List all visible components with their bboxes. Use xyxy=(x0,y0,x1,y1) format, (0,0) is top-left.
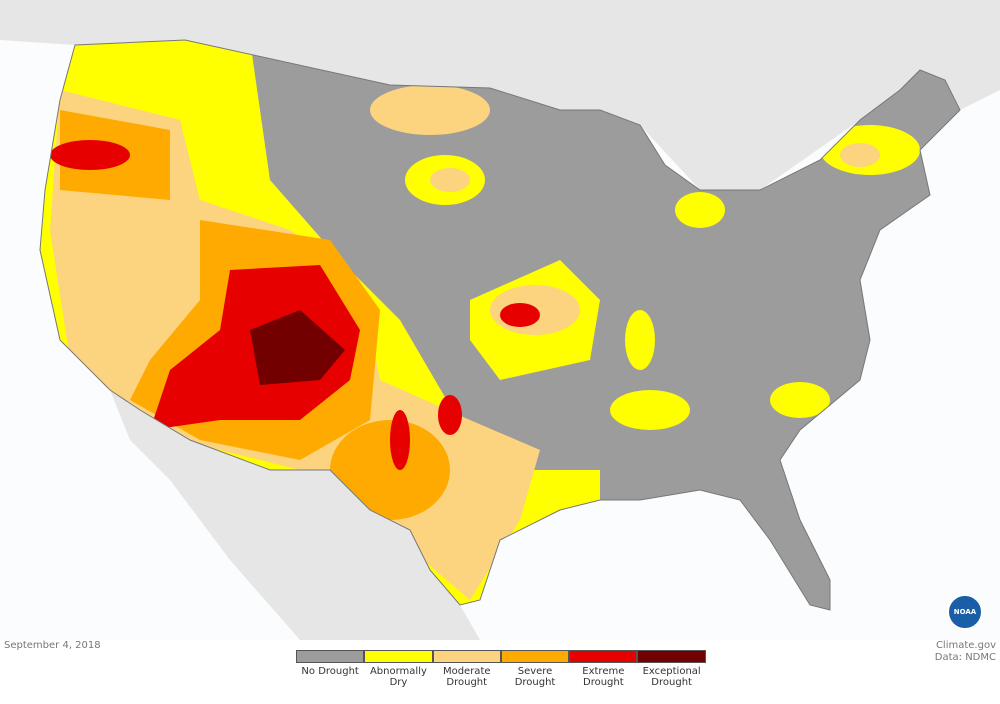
legend: No Drought Abnormally Dry Moderate Drought… xyxy=(296,650,706,688)
legend-item: No Drought xyxy=(296,650,365,688)
legend-label: Extreme Drought xyxy=(582,666,625,688)
legend-swatch xyxy=(296,650,365,663)
credit-data: Data: NDMC xyxy=(934,652,996,663)
date: September 4, 2018 xyxy=(4,640,101,651)
logo xyxy=(947,594,983,630)
legend-swatch xyxy=(569,650,638,663)
canada xyxy=(0,0,1000,190)
legend-label: No Drought xyxy=(301,666,359,677)
legend-swatch xyxy=(500,650,570,663)
credit-source: Climate.gov xyxy=(935,640,996,651)
legend-label: Moderate Drought xyxy=(442,666,491,688)
legend-item: Moderate Drought xyxy=(432,650,501,688)
legend-label: Severe Drought xyxy=(514,666,556,688)
logo-text: NOAA xyxy=(954,608,977,616)
mexico xyxy=(110,390,480,640)
legend-swatch xyxy=(364,650,433,663)
legend-item: Severe Drought xyxy=(500,650,570,688)
legend-swatch xyxy=(637,650,706,663)
legend-label: Exceptional Drought xyxy=(642,666,701,688)
drought-areas xyxy=(40,40,960,610)
legend-item: Extreme Drought xyxy=(569,650,638,688)
legend-label: Abnormally Dry xyxy=(369,666,427,688)
legend-swatch xyxy=(432,650,501,663)
legend-item: Abnormally Dry xyxy=(364,650,433,688)
map: NOAA xyxy=(0,0,1000,640)
legend-item: Exceptional Drought xyxy=(637,650,706,688)
